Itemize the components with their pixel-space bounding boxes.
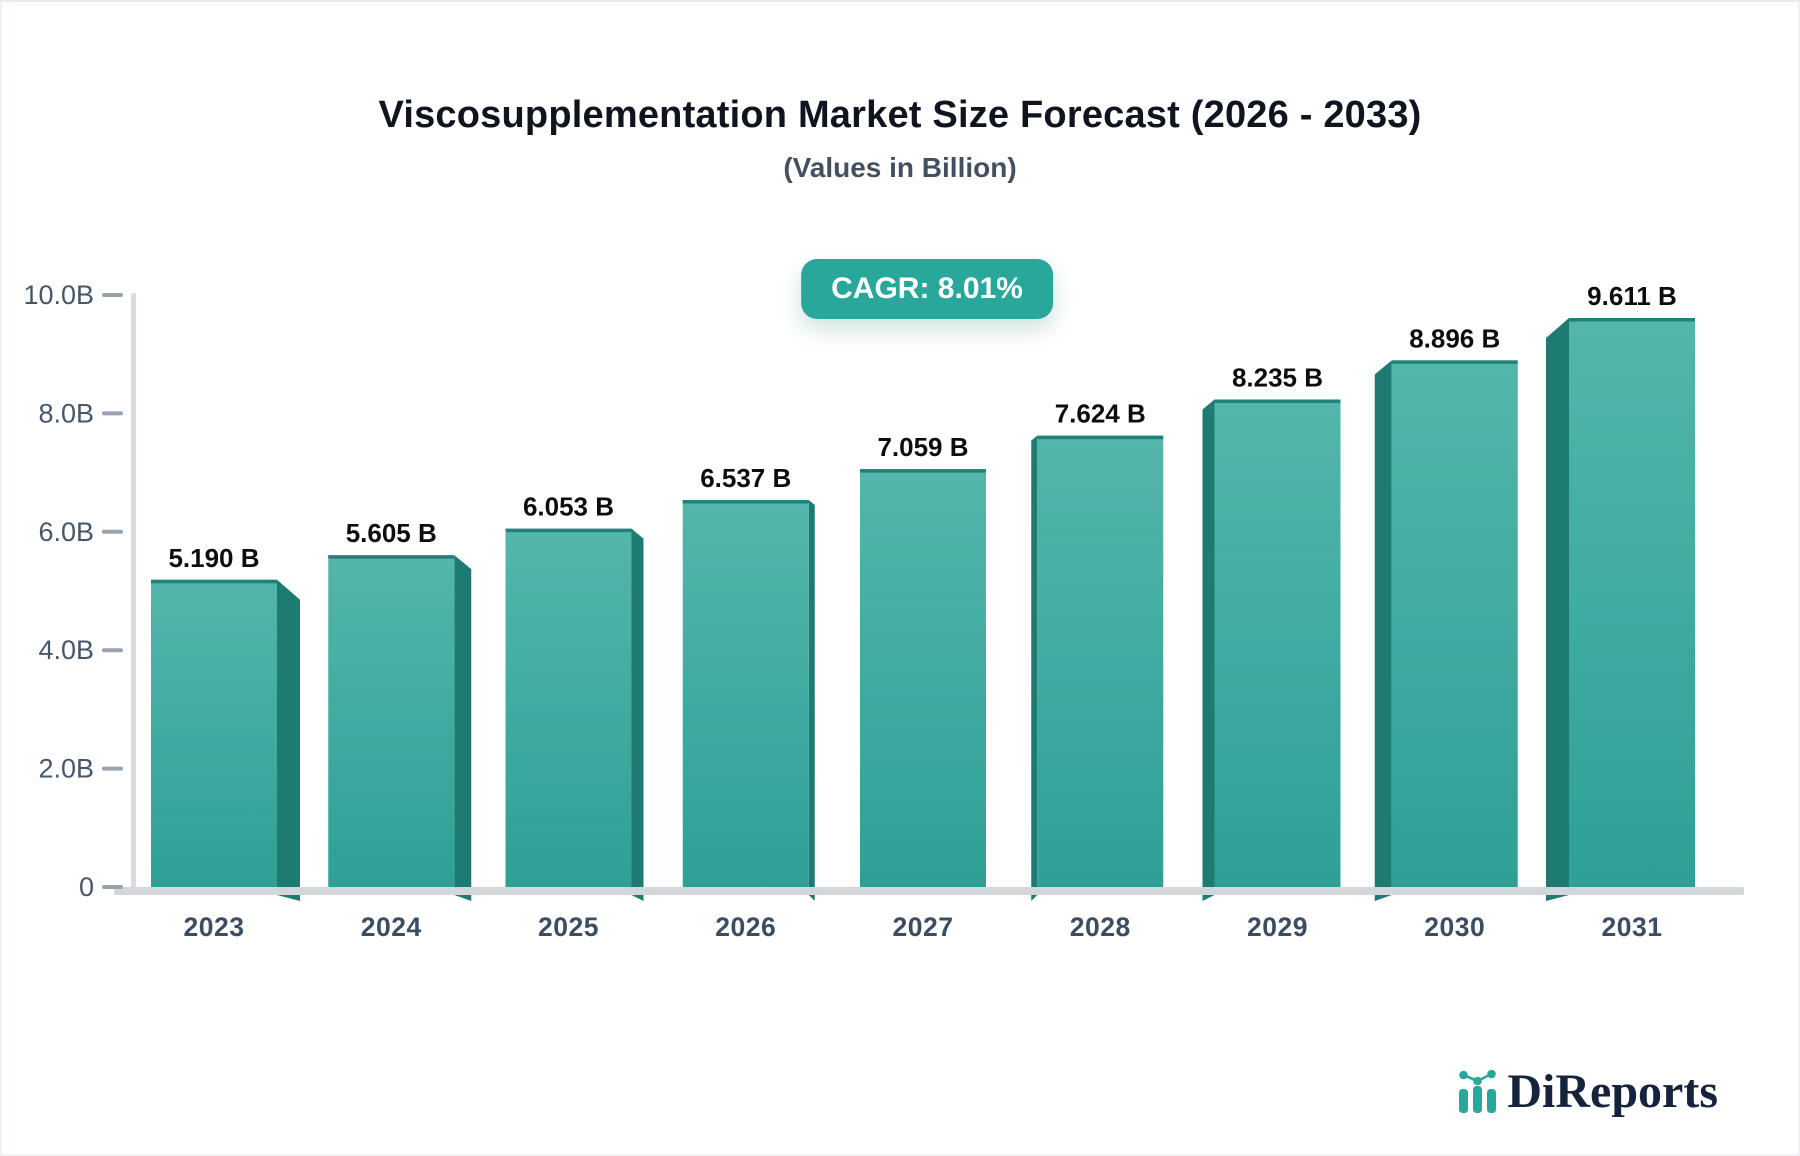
bar-side-face xyxy=(277,579,300,901)
bar-side-face xyxy=(1031,435,1038,901)
y-tick-dash xyxy=(102,529,123,534)
y-axis-line xyxy=(131,293,136,895)
y-tick-label: 10.0B xyxy=(23,280,94,310)
bar-value-label: 5.190 B xyxy=(168,543,259,573)
bar-top-edge xyxy=(682,500,809,504)
bar-top-edge xyxy=(1569,318,1695,322)
bar-chart-logo-icon xyxy=(1459,1069,1497,1113)
bar-face-2030[interactable] xyxy=(1391,360,1518,891)
y-tick-dash xyxy=(102,293,123,297)
bar-top-edge xyxy=(860,469,986,473)
bar-side-face xyxy=(1374,360,1392,901)
x-tick-label-2025: 2025 xyxy=(538,912,599,942)
y-tick-label: 6.0B xyxy=(38,517,94,547)
x-tick-label-2027: 2027 xyxy=(893,912,954,942)
bar-group-2028: 7.624 B 2028 xyxy=(1031,399,1164,942)
chart-subtitle: (Values in Billion) xyxy=(783,152,1017,183)
bar-top-edge xyxy=(1037,435,1164,440)
bar-group-2026: 6.537 B 2026 xyxy=(682,463,815,942)
bar-value-label: 6.537 B xyxy=(700,463,791,493)
bar-face-2024[interactable] xyxy=(328,555,455,891)
bar-top-edge xyxy=(328,555,455,559)
bar-value-label: 8.235 B xyxy=(1232,362,1323,392)
bar-side-face xyxy=(1202,399,1215,901)
bar-face-2028[interactable] xyxy=(1037,435,1164,891)
bar-value-label: 7.624 B xyxy=(1055,399,1146,429)
bar-side-face xyxy=(631,528,644,901)
bar-face-2026[interactable] xyxy=(682,500,809,891)
bar-group-2024: 5.605 B 2024 xyxy=(328,518,472,942)
bar-group-2029: 8.235 B 2029 xyxy=(1202,362,1341,942)
cagr-badge: CAGR: 8.01% xyxy=(801,259,1053,319)
x-tick-label-2024: 2024 xyxy=(361,912,422,942)
bar-group-2025: 6.053 B 2025 xyxy=(505,492,644,942)
bar-value-label: 9.611 B xyxy=(1587,281,1677,311)
bar-top-edge xyxy=(1391,360,1518,364)
y-tick-dash xyxy=(102,411,123,416)
x-tick-label-2029: 2029 xyxy=(1247,912,1308,942)
logo-text: DiReports xyxy=(1507,1064,1718,1118)
bar-group-2027: 7.059 B 2027 xyxy=(860,432,986,942)
bar-face-2023[interactable] xyxy=(151,579,277,891)
bar-face-2027[interactable] xyxy=(860,469,986,891)
y-tick-label: 8.0B xyxy=(38,398,94,428)
bar-value-label: 6.053 B xyxy=(523,492,614,522)
bar-value-label: 5.605 B xyxy=(346,518,437,548)
x-tick-label-2031: 2031 xyxy=(1602,912,1663,942)
bar-face-2031[interactable] xyxy=(1569,318,1695,891)
bar-top-edge xyxy=(151,579,277,584)
x-tick-label-2023: 2023 xyxy=(184,912,245,942)
x-tick-label-2030: 2030 xyxy=(1424,912,1485,942)
bar-side-face xyxy=(1546,318,1569,901)
bar-face-2029[interactable] xyxy=(1214,399,1341,891)
chart-title: Viscosupplementation Market Size Forecas… xyxy=(378,94,1422,136)
bar-value-label: 7.059 B xyxy=(877,432,968,462)
bar-group-2030: 8.896 B 2030 xyxy=(1374,323,1518,942)
bar-group-2031: 9.611 B 2031 xyxy=(1546,281,1695,942)
bar-group-2023: 5.190 B 2023 xyxy=(151,543,300,942)
y-tick-dash xyxy=(102,885,123,889)
y-tick-label: 2.0B xyxy=(38,754,94,784)
bar-side-face xyxy=(454,555,472,901)
x-axis-line xyxy=(114,887,1744,895)
y-tick-dash xyxy=(102,766,123,771)
x-tick-label-2026: 2026 xyxy=(715,912,776,942)
y-tick-dash xyxy=(102,648,123,653)
bar-side-face xyxy=(808,500,815,901)
bar-top-edge xyxy=(1214,399,1341,403)
bar-value-label: 8.896 B xyxy=(1409,323,1500,353)
bar-top-edge xyxy=(505,528,632,533)
x-tick-label-2028: 2028 xyxy=(1070,912,1131,942)
y-tick-label: 0 xyxy=(79,872,94,902)
logo: DiReports xyxy=(1458,1064,1718,1118)
bar-face-2025[interactable] xyxy=(505,528,632,891)
y-tick-label: 4.0B xyxy=(38,635,94,665)
